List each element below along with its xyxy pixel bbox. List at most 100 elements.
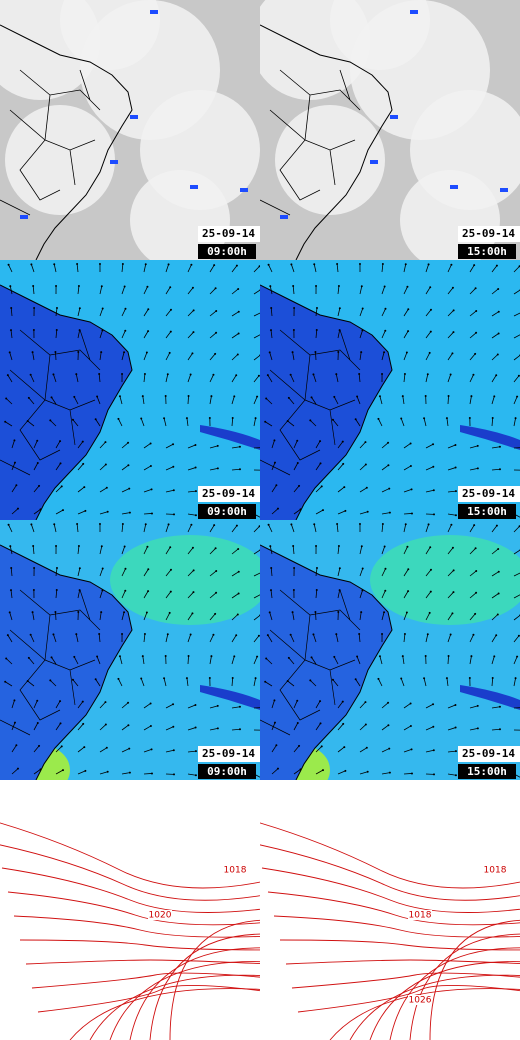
arrow-head xyxy=(423,677,426,680)
arrow-head xyxy=(427,263,430,266)
wind-arrow xyxy=(253,678,256,687)
wind-arrow xyxy=(315,329,318,339)
wind-arrow xyxy=(469,705,478,709)
wind-arrow xyxy=(165,331,172,339)
wind-arrow xyxy=(513,418,516,427)
arrow-head xyxy=(309,679,312,682)
arrow-head xyxy=(73,655,76,658)
arrow-head xyxy=(388,771,391,774)
wind-arrow xyxy=(55,440,61,449)
arrow-head xyxy=(424,655,427,658)
arrow-head xyxy=(172,465,175,468)
wind-arrow xyxy=(403,569,409,577)
arrow-head xyxy=(13,461,16,464)
arrow-head xyxy=(315,285,318,288)
arrow-head xyxy=(269,589,272,592)
arrow-head xyxy=(26,680,29,683)
wind-arrow xyxy=(10,307,13,317)
wind-arrow xyxy=(9,286,13,295)
arrow-head xyxy=(169,568,172,571)
wind-arrow xyxy=(381,464,389,471)
wind-arrow xyxy=(446,678,449,687)
wind-arrow xyxy=(33,745,40,753)
arrow-head xyxy=(100,545,103,548)
arrow-head xyxy=(145,611,148,614)
wind-arrow xyxy=(288,397,295,405)
arrow-head xyxy=(100,611,103,614)
wind-arrow xyxy=(76,264,79,273)
arrow-head xyxy=(94,418,97,421)
arrow-head xyxy=(216,727,219,730)
arrow-head xyxy=(264,420,267,423)
arrow-head xyxy=(192,309,195,312)
arrow-head xyxy=(13,721,16,724)
wind-arrow xyxy=(337,463,344,471)
arrow-head xyxy=(101,307,104,310)
arrow-head xyxy=(498,445,501,448)
arrow-head xyxy=(495,374,498,377)
precip xyxy=(390,115,398,119)
wind-arrow xyxy=(143,773,153,775)
time-label: 15:00h xyxy=(467,245,507,258)
arrow-head xyxy=(27,396,30,399)
wind-arrow xyxy=(55,509,64,515)
wind-arrow xyxy=(33,440,38,449)
wind-arrow xyxy=(231,417,234,427)
date-box xyxy=(198,486,260,502)
arrow-head xyxy=(287,656,290,659)
wind-arrow xyxy=(231,634,237,643)
arrow-head xyxy=(454,514,457,517)
wind-arrow xyxy=(11,508,19,515)
arrow-head xyxy=(491,677,494,680)
arrow-head xyxy=(495,524,498,527)
arrow-head xyxy=(429,590,432,593)
arrow-head xyxy=(428,351,431,354)
wind-arrow xyxy=(142,656,145,665)
wind-arrow xyxy=(5,658,13,665)
arrow-head xyxy=(31,351,34,354)
arrow-head xyxy=(429,308,432,311)
arrow-head xyxy=(50,396,53,399)
arrow-head xyxy=(432,725,435,728)
arrow-head xyxy=(187,395,190,398)
arrow-head xyxy=(101,329,104,332)
arrow-head xyxy=(321,509,324,512)
wind-arrow xyxy=(33,509,41,515)
wind-arrow xyxy=(425,703,434,709)
wind-arrow xyxy=(337,746,345,753)
arrow-head xyxy=(77,285,80,288)
wind-arrow xyxy=(381,524,384,533)
wind-arrow xyxy=(11,700,15,709)
wind-arrow xyxy=(143,489,152,493)
wind-arrow xyxy=(165,726,174,731)
arrow-head xyxy=(410,488,413,491)
wind-arrow xyxy=(355,679,361,687)
arrow-head xyxy=(381,633,384,636)
wind-arrow xyxy=(231,593,239,599)
wind-arrow xyxy=(513,525,520,533)
wind-arrow xyxy=(513,656,518,665)
arrow-head xyxy=(476,727,479,730)
wind-arrow xyxy=(11,462,16,471)
wind-arrow xyxy=(143,465,152,471)
arrow-head xyxy=(452,331,455,334)
wind-arrow xyxy=(469,656,472,665)
arrow-head xyxy=(314,611,317,614)
wind-arrow xyxy=(469,264,475,273)
arrow-head xyxy=(59,722,62,725)
arrow-head xyxy=(55,545,58,548)
wind-arrow xyxy=(403,749,412,753)
arrow-head xyxy=(409,464,412,467)
wind-arrow xyxy=(491,417,494,427)
arrow-head xyxy=(191,546,194,549)
arrow-head xyxy=(406,545,409,548)
coastline xyxy=(260,24,393,260)
isobar xyxy=(279,939,520,951)
wind-arrow xyxy=(99,308,104,317)
wind-arrow xyxy=(165,264,169,273)
wind-arrow xyxy=(31,524,35,533)
isobar-label: 1018 xyxy=(224,866,247,876)
wind-arrow xyxy=(469,524,475,533)
arrow-head xyxy=(235,264,238,267)
wind-arrow xyxy=(310,420,317,427)
